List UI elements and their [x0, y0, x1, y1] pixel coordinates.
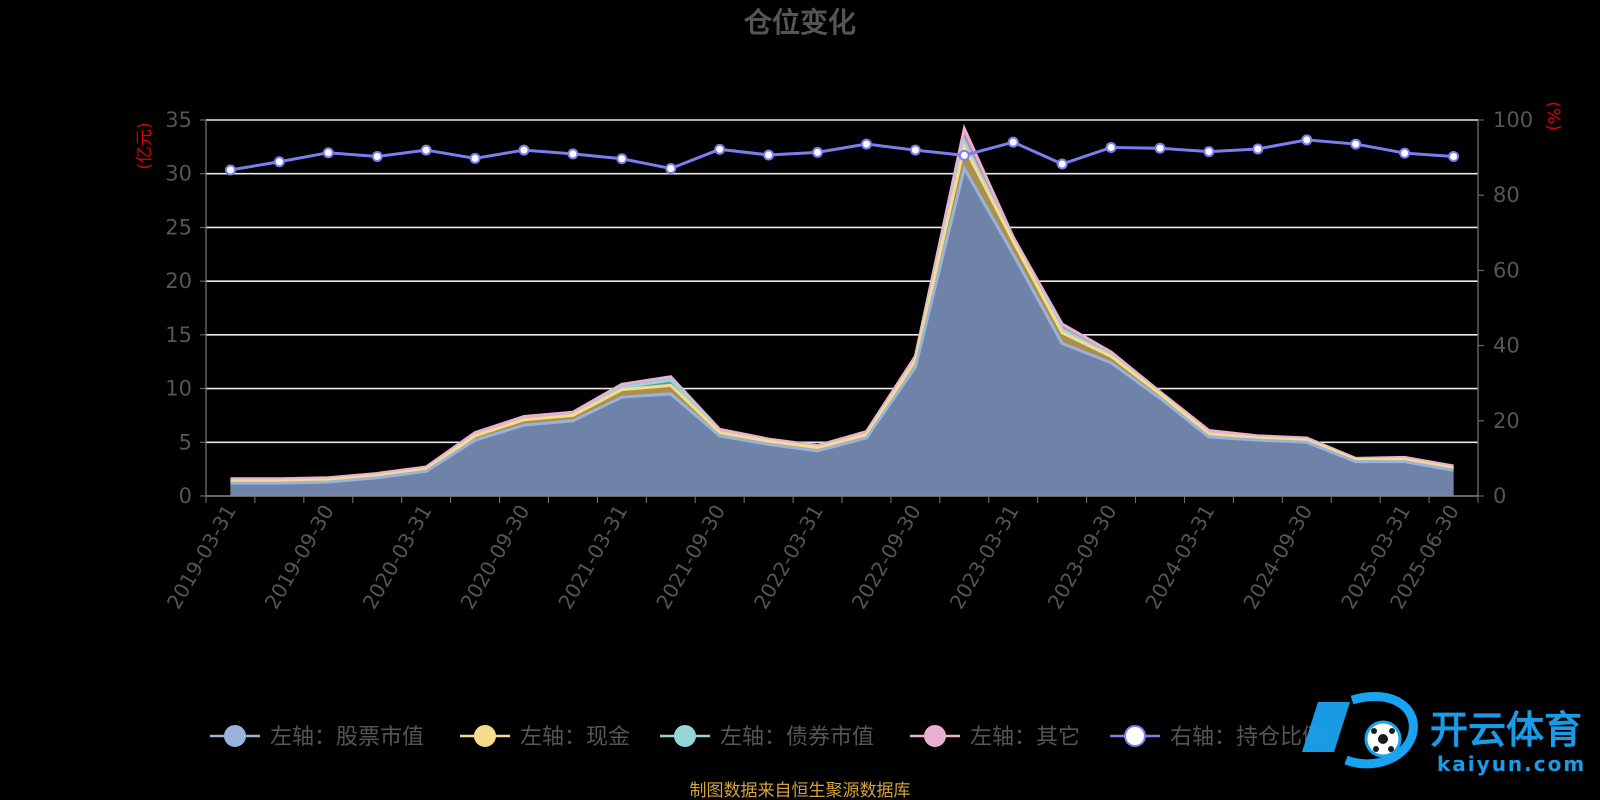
legend[interactable]: 左轴：股票市值 左轴：现金 左轴：债券市值 左轴：其它 右轴：持仓比例 — [210, 725, 1324, 750]
legend-label: 左轴：债券市值 — [720, 725, 874, 750]
position-ratio-point — [273, 156, 285, 168]
position-ratio-line-layer — [224, 134, 1460, 176]
right-axis-tick-label: 100 — [1493, 108, 1533, 132]
position-ratio-point — [1203, 146, 1215, 158]
left-axis-tick-label: 10 — [165, 377, 192, 401]
area-0 — [230, 168, 1454, 497]
right-axis-tick-label: 0 — [1493, 484, 1506, 508]
legend-marker — [674, 725, 696, 747]
kaiyun-watermark-logo: 开云体育 kaiyun.com — [1302, 691, 1586, 776]
legend-label: 左轴：现金 — [520, 725, 630, 750]
legend-item[interactable]: 右轴：持仓比例 — [1110, 725, 1324, 750]
x-axis-tick-label: 2020-03-31 — [358, 500, 437, 613]
x-axis-tick-label: 2020-09-30 — [455, 501, 534, 614]
position-ratio-point — [1399, 147, 1411, 159]
position-ratio-point — [420, 144, 432, 156]
source-note: 制图数据来自恒生聚源数据库 — [690, 781, 911, 800]
position-ratio-point — [469, 152, 481, 164]
legend-marker — [474, 725, 496, 747]
legend-item[interactable]: 左轴：现金 — [460, 725, 630, 750]
right-axis-tick-label: 80 — [1493, 183, 1520, 207]
x-axis-tick-label: 2024-09-30 — [1238, 501, 1317, 614]
position-ratio-point — [1448, 150, 1460, 162]
kaiyun-logo-subtext: kaiyun.com — [1437, 752, 1586, 776]
position-ratio-point — [1056, 158, 1068, 170]
position-ratio-point — [714, 143, 726, 155]
x-axis-tick-label: 2024-03-31 — [1140, 501, 1219, 614]
left-axis-unit: (亿元) — [135, 122, 155, 169]
position-ratio-point — [958, 149, 970, 161]
stacked-area-layer — [230, 123, 1454, 497]
position-ratio-point — [1252, 143, 1264, 155]
x-axis-tick-label: 2021-03-31 — [553, 501, 632, 614]
right-axis-tick-label: 60 — [1493, 258, 1520, 282]
legend-item[interactable]: 左轴：其它 — [910, 725, 1080, 750]
x-axis-tick-label: 2022-09-30 — [847, 501, 926, 614]
position-ratio-point — [1350, 138, 1362, 150]
x-axis-tick-label: 2023-03-31 — [945, 500, 1024, 613]
kaiyun-logo-icon — [1302, 691, 1418, 769]
position-ratio-point — [518, 144, 530, 156]
axis-layer: 0 5 10 15 20 25 30 35 0 20 40 60 80 100 2019-03-31 2019… — [162, 108, 1533, 613]
area-edge-line-1 — [230, 142, 1454, 483]
left-axis-tick-label: 25 — [165, 215, 192, 239]
position-ratio-point — [1301, 134, 1313, 146]
position-ratio-point — [616, 153, 628, 165]
position-ratio-point — [812, 146, 824, 158]
position-ratio-line — [230, 138, 1454, 172]
x-axis-tick-label: 2022-03-31 — [749, 501, 828, 614]
left-axis-tick-label: 15 — [165, 323, 192, 347]
left-axis-tick-label: 20 — [165, 269, 192, 293]
legend-label: 左轴：其它 — [970, 725, 1080, 750]
x-axis-tick-label: 2021-09-30 — [651, 501, 730, 614]
kaiyun-logo-text: 开云体育 — [1430, 708, 1582, 752]
position-ratio-point — [763, 149, 775, 161]
grid-lines — [206, 119, 1478, 444]
right-axis-tick-label: 40 — [1493, 334, 1520, 358]
position-ratio-point — [1007, 136, 1019, 148]
position-ratio-point — [665, 163, 677, 175]
legend-marker — [1124, 725, 1146, 747]
area-edge-line-3 — [230, 123, 1454, 481]
legend-item[interactable]: 左轴：债券市值 — [660, 725, 874, 750]
position-ratio-point — [1154, 142, 1166, 154]
right-axis-unit: (%) — [1543, 101, 1563, 130]
position-ratio-point — [224, 164, 236, 176]
legend-item[interactable]: 左轴：股票市值 — [210, 725, 424, 750]
left-axis-tick-label: 30 — [165, 162, 192, 186]
legend-marker — [924, 725, 946, 747]
left-axis-tick-label: 0 — [179, 484, 192, 508]
left-axis-tick-label: 35 — [165, 108, 192, 132]
left-axis-tick-label: 5 — [179, 430, 192, 454]
legend-label: 右轴：持仓比例 — [1170, 725, 1324, 750]
legend-label: 左轴：股票市值 — [270, 725, 424, 750]
position-ratio-point — [567, 148, 579, 160]
chart-title: 仓位变化 — [744, 6, 856, 39]
x-axis-tick-label: 2019-09-30 — [260, 501, 339, 614]
x-axis-tick-label: 2023-09-30 — [1043, 501, 1122, 614]
position-ratio-point — [860, 138, 872, 150]
legend-marker — [224, 725, 246, 747]
position-ratio-point — [1105, 141, 1117, 153]
position-ratio-point — [322, 147, 334, 159]
position-ratio-point — [909, 144, 921, 156]
area-edge-line-2 — [230, 136, 1454, 483]
area-edge-line-0 — [230, 164, 1454, 485]
position-ratio-point — [371, 150, 383, 162]
x-axis-tick-label: 2019-03-31 — [162, 501, 241, 614]
right-axis-tick-label: 20 — [1493, 409, 1520, 433]
